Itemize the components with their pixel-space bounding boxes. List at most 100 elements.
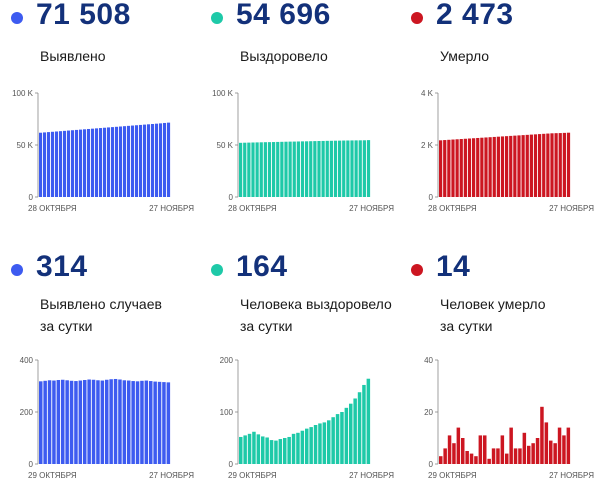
panel-daily-detected: 314 Выявлено случаев за сутки 0 200 400 29 …: [0, 250, 200, 490]
y-tick-label: 200: [20, 408, 34, 417]
chart-daily-died: 0 20 40 29 ОКТЯБРЯ 27 НОЯБРЯ: [424, 356, 594, 480]
bar: [263, 142, 267, 197]
y-tick-label: 100: [220, 408, 234, 417]
bar: [335, 414, 340, 464]
bar: [239, 142, 243, 197]
bar: [300, 141, 305, 197]
bar: [366, 378, 371, 464]
bar: [452, 443, 456, 464]
y-tick-label: 50 K: [217, 141, 234, 150]
bar: [96, 380, 100, 464]
bar: [484, 137, 488, 197]
bar: [69, 380, 74, 464]
bar: [278, 439, 283, 464]
bar: [296, 432, 300, 464]
bar: [276, 141, 280, 197]
bar: [562, 435, 566, 464]
chart-died: 0 2 K 4 K 28 ОКТЯБРЯ 27 НОЯБРЯ: [421, 89, 594, 213]
bar: [496, 136, 500, 197]
bar: [111, 127, 115, 197]
bar: [321, 140, 325, 197]
panel-label-line2: за сутки: [440, 318, 493, 334]
bar: [318, 423, 322, 464]
bar: [566, 427, 571, 464]
total-count: 71 508: [36, 0, 131, 31]
bar: [274, 440, 278, 464]
bar: [291, 433, 296, 464]
y-tick-label: 0: [29, 193, 34, 202]
bar: [99, 128, 103, 197]
y-tick-label: 0: [429, 193, 434, 202]
bar: [143, 124, 147, 197]
bar: [522, 432, 527, 464]
bar: [47, 132, 51, 197]
bar: [287, 436, 291, 464]
total-count: 2 473: [436, 0, 514, 31]
bar: [91, 379, 96, 464]
y-tick-label: 200: [220, 356, 234, 365]
bar: [540, 406, 544, 464]
bar: [292, 141, 296, 197]
bar: [366, 140, 371, 197]
bar: [342, 140, 346, 197]
bar: [467, 138, 472, 197]
bar: [492, 136, 496, 197]
green-dot-icon: [211, 264, 223, 276]
bar: [144, 380, 149, 464]
x-start-label: 28 ОКТЯБРЯ: [228, 204, 277, 213]
panel-label: Выздоровело: [240, 48, 328, 64]
y-tick-label: 0: [429, 460, 434, 469]
bar: [127, 125, 131, 197]
x-start-label: 29 ОКТЯБРЯ: [228, 471, 277, 480]
panel-detected: 71 508 Выявлено 0 50 K 100 K 28 ОКТЯБРЯ 27 Н…: [0, 0, 200, 225]
bar: [472, 138, 476, 197]
bar: [55, 131, 59, 197]
panel-header: 54 696: [200, 0, 400, 36]
bar: [43, 380, 47, 464]
bar: [78, 380, 83, 464]
bar: [447, 435, 452, 464]
bar: [500, 136, 505, 197]
bar: [251, 142, 255, 197]
x-end-label: 27 НОЯБРЯ: [549, 471, 594, 480]
bar: [296, 141, 300, 197]
bar: [247, 142, 251, 197]
total-count: 54 696: [236, 0, 331, 31]
panel-label-line1: Человека выздоровело: [240, 296, 392, 312]
y-tick-label: 40: [424, 356, 433, 365]
bar: [113, 378, 118, 464]
bar: [505, 453, 509, 464]
bar: [322, 422, 327, 464]
bar: [61, 379, 65, 464]
bar: [544, 422, 549, 464]
bar: [340, 412, 344, 464]
bar: [313, 141, 317, 197]
x-end-label: 27 НОЯБРЯ: [349, 471, 394, 480]
bar: [115, 126, 119, 197]
bar: [317, 141, 321, 197]
bar: [155, 123, 159, 197]
bar: [87, 128, 91, 197]
panel-label-line1: Человек умерло: [440, 296, 546, 312]
bar: [478, 435, 483, 464]
bar: [131, 125, 135, 197]
bar: [349, 403, 353, 464]
red-dot-icon: [411, 264, 423, 276]
y-tick-label: 4 K: [421, 89, 434, 98]
bar: [509, 135, 513, 197]
panel-daily-died: 14 Человек умерло за сутки 0 20 40 29 ОКТЯБ…: [400, 250, 600, 490]
bar: [566, 132, 571, 197]
bar: [531, 443, 535, 464]
daily-count: 164: [236, 250, 288, 283]
y-tick-label: 50 K: [17, 141, 34, 150]
bar: [95, 128, 99, 197]
bar: [283, 438, 287, 464]
bar: [525, 134, 529, 197]
bar: [59, 131, 63, 197]
bar: [362, 140, 366, 197]
bar: [149, 381, 153, 464]
bar: [333, 140, 338, 197]
y-tick-label: 0: [229, 460, 234, 469]
bar: [491, 448, 496, 464]
bar: [300, 430, 305, 464]
